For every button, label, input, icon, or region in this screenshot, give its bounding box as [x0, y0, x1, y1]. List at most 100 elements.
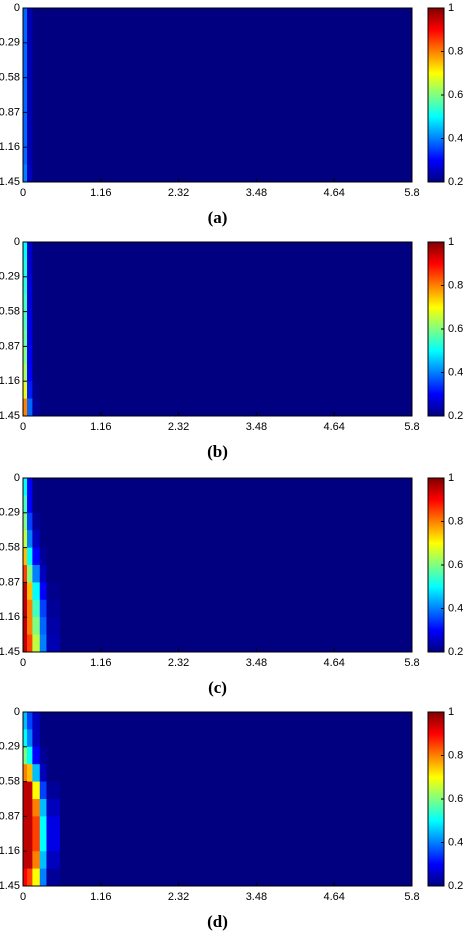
x-tick-label: 5.8	[404, 657, 419, 669]
heat-cell	[39, 346, 47, 365]
heat-cell	[23, 851, 28, 870]
y-tick-label: 1.16	[0, 141, 20, 153]
heat-cell	[23, 242, 28, 260]
heat-cell	[32, 60, 41, 79]
heat-cell	[27, 129, 33, 148]
heat-cell	[46, 729, 61, 748]
y-tick-label: 1.16	[0, 375, 20, 387]
heat-cell	[39, 276, 47, 295]
heat-cell	[39, 764, 47, 783]
heat-cell	[59, 617, 413, 636]
heat-cell	[46, 565, 61, 583]
heat-cell	[59, 294, 413, 313]
heat-cell	[39, 311, 47, 330]
panel-caption: (d)	[207, 912, 228, 931]
heat-cell	[46, 95, 61, 113]
heat-cell	[27, 816, 33, 835]
heat-cell	[46, 582, 61, 601]
heat-cell	[32, 799, 41, 817]
heat-cell	[39, 617, 47, 636]
plot-frame	[22, 241, 413, 417]
heat-cell	[27, 599, 33, 618]
colorbar-tick-label: 0.4	[448, 836, 463, 848]
heat-cell	[46, 129, 61, 148]
colorbar-tick-label: 0.6	[448, 323, 463, 335]
y-tick-label: 0	[14, 706, 20, 718]
colorbar-tick-label: 1	[448, 706, 454, 718]
heat-cell	[39, 746, 47, 765]
heat-cell	[39, 42, 47, 61]
heat-cell	[39, 799, 47, 817]
heat-cell	[32, 712, 41, 730]
heat-cell	[46, 764, 61, 783]
heat-cell	[27, 259, 33, 278]
y-tick-label: 0.58	[0, 776, 20, 788]
heat-cell	[59, 565, 413, 583]
heat-cell	[23, 582, 28, 601]
y-tick-label: 0.58	[0, 72, 20, 84]
heat-cell	[27, 833, 33, 852]
heat-cell	[32, 617, 41, 636]
heat-cell	[23, 712, 28, 730]
heat-cell	[27, 712, 33, 730]
heat-cell	[32, 764, 41, 783]
heat-cell	[39, 599, 47, 618]
heat-cell	[46, 363, 61, 382]
y-tick-label: 0.58	[0, 306, 20, 318]
heat-cell	[59, 77, 413, 96]
heat-cell	[27, 530, 33, 549]
heat-cell	[27, 478, 33, 496]
heat-cell	[32, 868, 41, 887]
heat-cell	[23, 729, 28, 748]
heat-cell	[32, 833, 41, 852]
colorbar-tick-label: 0.4	[448, 366, 463, 378]
heat-cell	[27, 799, 33, 817]
y-tick-label: 0.87	[0, 810, 20, 822]
heat-cell	[59, 25, 413, 44]
x-tick-label: 1.16	[90, 187, 111, 199]
y-tick-label: 1.16	[0, 845, 20, 857]
heat-cell	[32, 398, 41, 417]
y-tick-label: 0	[14, 472, 20, 484]
heat-cell	[23, 8, 28, 26]
y-tick-label: 0.58	[0, 542, 20, 554]
heat-cell	[27, 634, 33, 653]
heat-cell	[59, 60, 413, 79]
y-tick-label: 0	[14, 236, 20, 248]
y-tick-label: 0	[14, 2, 20, 14]
heat-cell	[23, 764, 28, 783]
heat-cell	[46, 294, 61, 313]
heat-cell	[59, 851, 413, 870]
heat-cell	[39, 868, 47, 887]
plot-frame	[22, 477, 413, 653]
heat-cell	[59, 582, 413, 601]
heat-cell	[32, 42, 41, 61]
heat-cell	[59, 363, 413, 382]
heat-cell	[46, 547, 61, 566]
y-tick-label: 0.87	[0, 340, 20, 352]
heat-cell	[32, 8, 41, 26]
heat-cell	[59, 729, 413, 748]
heat-cell	[23, 77, 28, 96]
heat-cell	[32, 547, 41, 566]
heat-cell	[27, 764, 33, 783]
y-tick-label: 1.45	[0, 410, 20, 422]
heat-cell	[23, 294, 28, 313]
heat-cell	[46, 259, 61, 278]
heat-cell	[46, 799, 61, 817]
heat-cell	[59, 95, 413, 113]
heat-cell	[39, 565, 47, 583]
heat-cell	[23, 547, 28, 566]
heat-cell	[23, 363, 28, 382]
heat-cell	[39, 242, 47, 260]
heat-cell	[27, 617, 33, 636]
heat-cell	[46, 530, 61, 549]
x-tick-label: 3.48	[246, 891, 267, 903]
colorbar-tick-label: 0.2	[448, 646, 463, 658]
x-tick-label: 0	[20, 187, 26, 199]
heat-cell	[46, 329, 61, 347]
heat-cell	[46, 833, 61, 852]
heat-cell	[32, 95, 41, 113]
heat-cell	[46, 398, 61, 417]
